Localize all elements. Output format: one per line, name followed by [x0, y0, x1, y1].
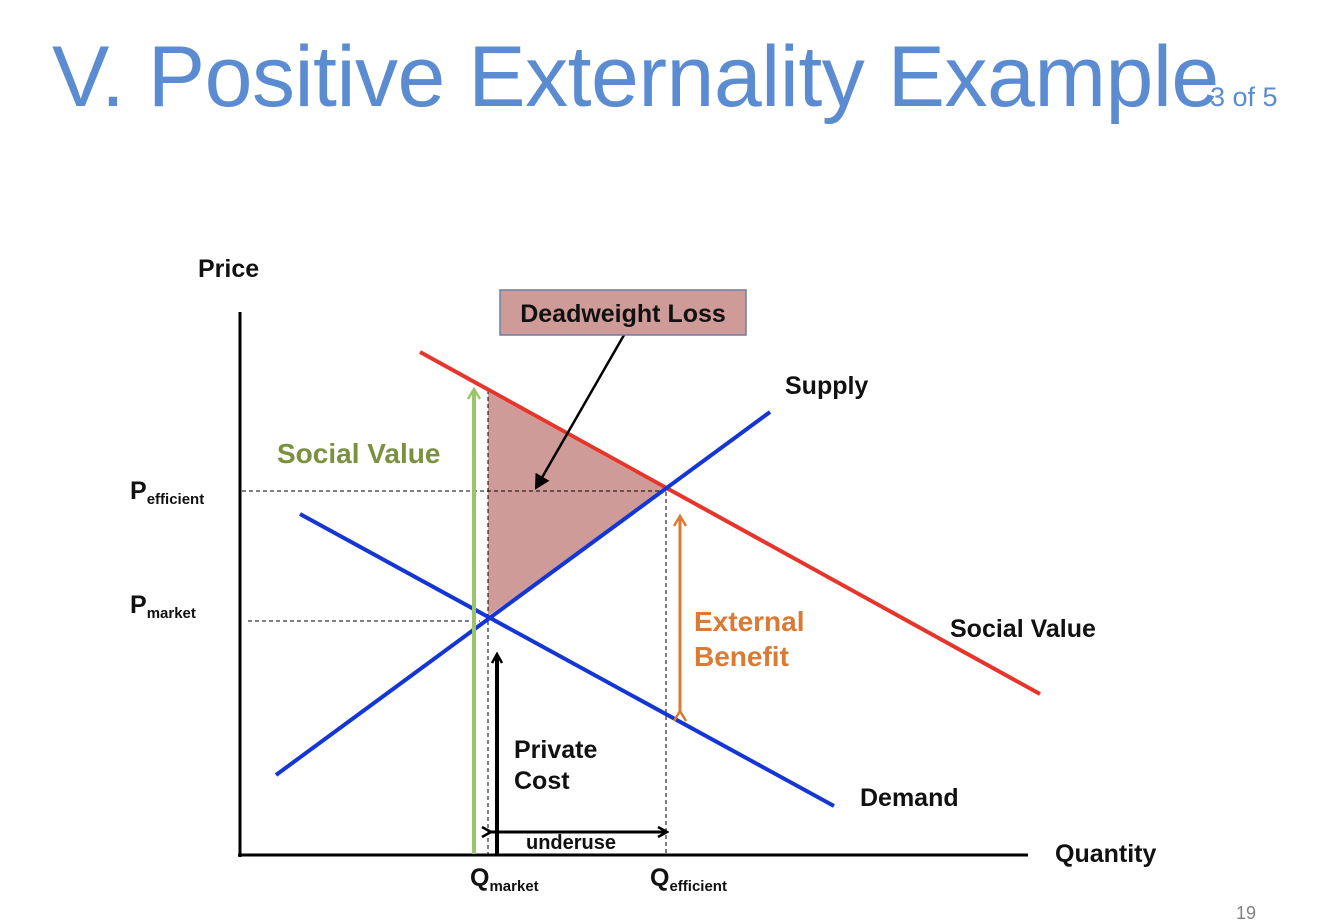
x-axis-label: Quantity — [1055, 840, 1156, 868]
deadweight-loss-label-box — [499, 289, 747, 336]
deadweight-loss-pointer — [534, 334, 626, 490]
deadweight-loss-area — [488, 392, 666, 616]
deadweight-loss-label: Deadweight Loss — [520, 300, 726, 328]
y-axis-label: Price — [198, 255, 259, 283]
demand-label: Demand — [860, 784, 959, 812]
social-value-curve — [419, 350, 1041, 696]
page-number: 19 — [1236, 903, 1257, 923]
external-benefit-label-line1: External — [694, 606, 805, 637]
q-market-label: Qmarket — [470, 864, 539, 895]
underuse-label: underuse — [526, 832, 616, 854]
q-efficient-label: Qefficient — [650, 864, 727, 895]
social-value-arrow-label: Social Value — [277, 438, 440, 469]
demand-curve — [299, 512, 835, 808]
external-benefit-label-line2: Benefit — [694, 641, 789, 672]
supply-curve — [274, 410, 772, 777]
private-cost-label-line1: Private — [514, 736, 597, 764]
slide-title: V. Positive Externality Example — [52, 29, 1219, 125]
slide-counter: 3 of 5 — [1210, 82, 1278, 112]
private-cost-label-line2: Cost — [514, 767, 570, 795]
p-market-label: Pmarket — [130, 591, 196, 622]
p-efficient-label: Pefficient — [130, 477, 204, 508]
social-value-curve-label: Social Value — [950, 615, 1096, 643]
supply-label: Supply — [785, 372, 868, 400]
